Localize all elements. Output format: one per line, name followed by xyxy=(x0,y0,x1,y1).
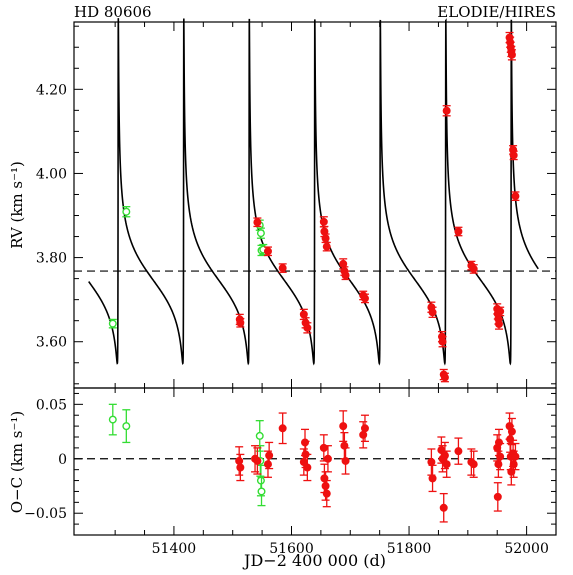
data-point xyxy=(494,438,503,447)
data-point xyxy=(360,424,369,433)
y-tick-label: 4.20 xyxy=(36,82,67,98)
data-point xyxy=(339,422,348,431)
series-hires xyxy=(235,31,520,383)
data-point xyxy=(442,460,451,469)
data-point xyxy=(440,373,449,382)
data-point xyxy=(253,456,262,465)
data-point xyxy=(108,319,117,328)
data-point xyxy=(469,460,478,469)
x-tick-label: 51800 xyxy=(387,541,432,557)
data-point xyxy=(427,458,436,467)
x-tick-label: 51400 xyxy=(152,541,197,557)
data-point xyxy=(341,271,350,280)
data-point xyxy=(255,431,264,440)
plot-frame xyxy=(73,387,557,536)
data-point xyxy=(263,460,272,469)
y-tick-label: 0.05 xyxy=(36,397,67,413)
data-point xyxy=(454,227,463,236)
data-point xyxy=(428,308,437,317)
data-point xyxy=(438,337,447,346)
data-point xyxy=(265,451,274,460)
data-point xyxy=(428,474,437,483)
data-point xyxy=(507,50,516,59)
data-point xyxy=(509,151,518,160)
data-point xyxy=(108,415,117,424)
y-tick-label: −0.05 xyxy=(24,506,67,522)
data-point xyxy=(511,192,520,201)
data-point xyxy=(236,318,245,327)
data-point xyxy=(360,294,369,303)
series-elodie xyxy=(108,403,266,507)
data-point xyxy=(511,452,520,461)
residual-panel: 51400 51600 51800 52000 −0.05 0 0.05 xyxy=(24,387,557,557)
instrument-label: ELODIE/HIRES xyxy=(437,3,556,21)
data-point xyxy=(341,456,350,465)
x-axis-label: JD−2 400 000 (d) xyxy=(242,551,386,570)
data-point xyxy=(496,307,505,316)
data-point xyxy=(323,454,332,463)
data-point xyxy=(322,489,331,498)
data-point xyxy=(278,424,287,433)
data-point xyxy=(493,492,502,501)
data-point xyxy=(494,320,503,329)
data-point xyxy=(278,264,287,273)
series-hires xyxy=(235,410,520,523)
x-tick-label: 52000 xyxy=(504,541,549,557)
data-point xyxy=(507,427,516,436)
data-point xyxy=(469,264,478,273)
data-point xyxy=(122,207,131,216)
data-point xyxy=(303,463,312,472)
data-point xyxy=(122,422,131,431)
data-point xyxy=(322,242,331,251)
y-tick-label: 3.80 xyxy=(36,251,67,267)
top-y-axis-label: RV (km s⁻¹) xyxy=(8,161,26,249)
x-tick-label: 51600 xyxy=(269,541,314,557)
data-point xyxy=(321,234,330,243)
data-point xyxy=(235,456,244,465)
data-point xyxy=(319,217,328,226)
series-elodie xyxy=(108,206,268,329)
data-point xyxy=(496,452,505,461)
rv-panel: 3.60 3.80 4.00 4.20 xyxy=(36,18,557,389)
data-point xyxy=(253,218,262,227)
data-point xyxy=(263,247,272,256)
data-point xyxy=(257,487,266,496)
y-tick-label: 4.00 xyxy=(36,166,67,182)
y-tick-label: 0 xyxy=(58,452,67,468)
y-tick-label: 3.60 xyxy=(36,335,67,351)
data-point xyxy=(439,503,448,512)
data-point xyxy=(256,229,265,238)
orbit-model-curve xyxy=(88,18,539,366)
data-point xyxy=(321,482,330,491)
data-point xyxy=(236,463,245,472)
star-name-label: HD 80606 xyxy=(74,3,152,21)
data-point xyxy=(454,447,463,456)
data-point xyxy=(442,106,451,115)
data-point xyxy=(303,323,312,332)
data-point xyxy=(299,310,308,319)
bottom-y-axis-label: O−C (km s⁻¹) xyxy=(8,411,26,514)
